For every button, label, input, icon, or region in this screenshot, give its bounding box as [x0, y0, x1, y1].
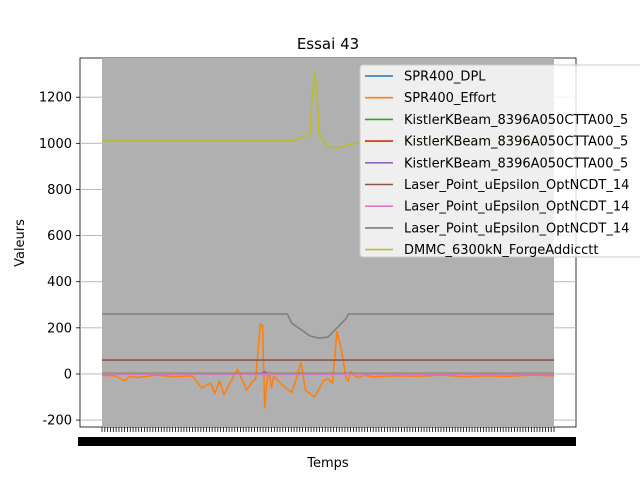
y-tick-label: 1200 [39, 91, 72, 106]
legend-label: Laser_Point_uEpsilon_OptNCDT_14 [404, 200, 629, 215]
series-line-1 [101, 323, 555, 409]
y-tick-label: -200 [42, 414, 72, 429]
legend-box [359, 64, 640, 258]
legend-label: SPR400_Effort [404, 91, 496, 106]
legend-label: KistlerKBeam_8396A050CTTA00_5 [404, 135, 628, 150]
x-axis-title: Temps [306, 456, 349, 471]
y-tick-label: 600 [47, 229, 72, 244]
legend-label: KistlerKBeam_8396A050CTTA00_5 [404, 156, 628, 171]
series-line-7 [102, 313, 554, 340]
legend: SPR400_DPL SPR400_Effort KistlerKBeam_8396… [359, 64, 640, 258]
legend-label: Laser_Point_uEpsilon_OptNCDT_14 [404, 221, 629, 236]
x-axis-ticks [78, 427, 576, 446]
legend-label: SPR400_DPL [404, 70, 486, 85]
y-tick-label: 1000 [39, 137, 72, 152]
chart-title: Essai 43 [297, 35, 359, 53]
legend-label: KistlerKBeam_8396A050CTTA00_5 [404, 113, 628, 128]
legend-label: Laser_Point_uEpsilon_OptNCDT_14 [404, 178, 629, 193]
y-tick-label: 400 [47, 275, 72, 290]
x-tick-labels-overlapping [78, 437, 576, 446]
y-axis-title: Valeurs [13, 219, 28, 267]
y-tick-label: 0 [64, 367, 72, 382]
y-tick-label: 800 [47, 183, 72, 198]
legend-label: DMMC_6300kN_ForgeAddicctt [404, 243, 598, 258]
y-axis-ticks: -200 0 200 400 600 800 1000 1200 [39, 91, 80, 429]
series-layer [101, 72, 555, 409]
y-tick-label: 200 [47, 321, 72, 336]
